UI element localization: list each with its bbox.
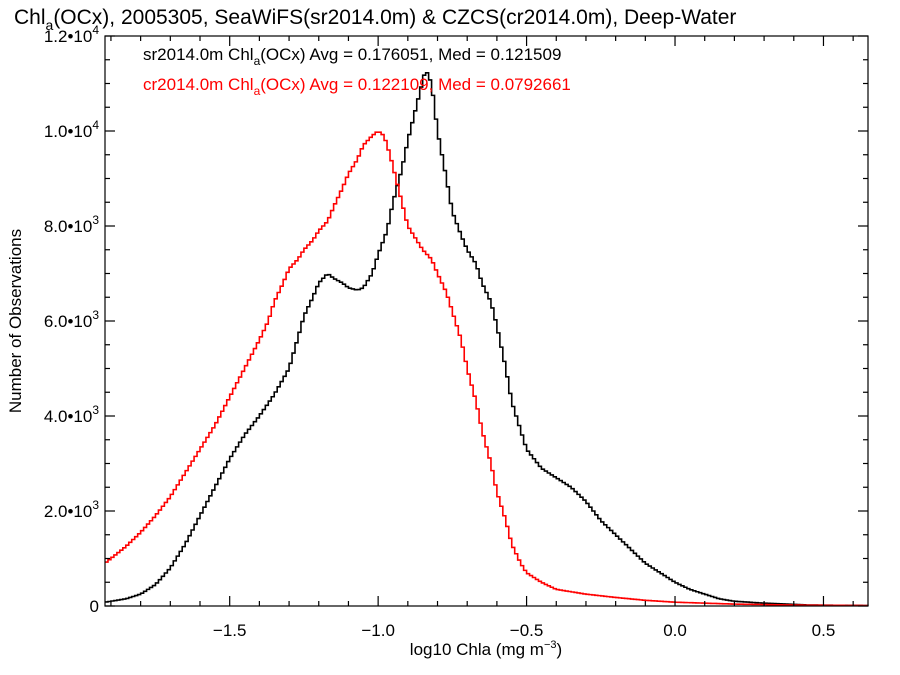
x-tick-label: −1.0	[361, 621, 395, 640]
y-tick-label: 0	[90, 597, 99, 616]
series-sr2014-0m-line	[105, 72, 869, 607]
y-tick-label: 2.0•103	[44, 498, 100, 521]
y-tick-label: 1.0•104	[44, 118, 100, 141]
y-tick-label: 8.0•103	[44, 213, 100, 236]
y-axis-title: Number of Observations	[6, 229, 25, 413]
x-tick-label: 0.5	[812, 621, 836, 640]
legend: sr2014.0m Chla(OCx) Avg = 0.176051, Med …	[143, 45, 571, 98]
x-tick-label: −1.5	[213, 621, 247, 640]
y-tick-label: 1.2•104	[44, 23, 100, 46]
x-axis-ticks: −1.5 −1.0 −0.5 0.0 0.5	[110, 36, 854, 640]
legend-entry-sr2014: sr2014.0m Chla(OCx) Avg = 0.176051, Med …	[143, 45, 561, 68]
x-axis-title: log10 Chla (mg m−3)	[410, 639, 562, 659]
x-tick-label: 0.0	[663, 621, 687, 640]
chart-title: Chla(OCx), 2005305, SeaWiFS(sr2014.0m) &…	[14, 6, 736, 33]
series-layer	[105, 72, 869, 607]
legend-entry-cr2014: cr2014.0m Chla(OCx) Avg = 0.122109, Med …	[143, 75, 571, 98]
y-tick-label: 4.0•103	[44, 403, 100, 426]
y-axis-ticks: 0 2.0•103 4.0•103 6.0•103 8.0•103 1.0•104 1.2•…	[44, 23, 868, 616]
y-tick-label: 6.0•103	[44, 308, 100, 331]
plot-frame	[104, 35, 869, 607]
series-cr2014-0m-line	[105, 131, 868, 607]
x-tick-label: −0.5	[510, 621, 544, 640]
